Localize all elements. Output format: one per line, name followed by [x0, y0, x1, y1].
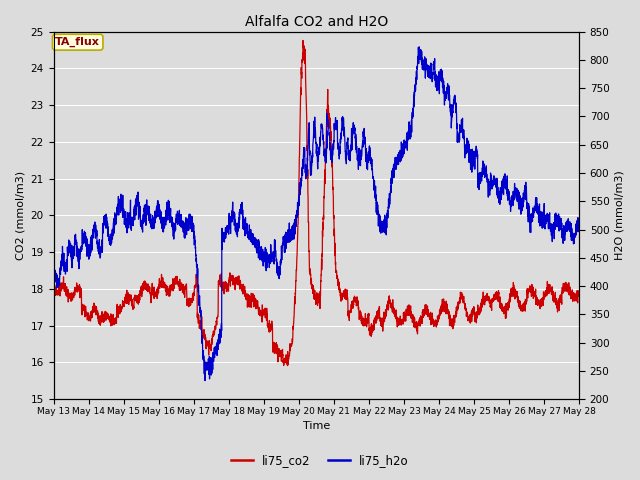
Text: TA_flux: TA_flux — [55, 37, 100, 48]
Y-axis label: H2O (mmol/m3): H2O (mmol/m3) — [615, 170, 625, 260]
Y-axis label: CO2 (mmol/m3): CO2 (mmol/m3) — [15, 171, 25, 260]
X-axis label: Time: Time — [303, 421, 330, 432]
Title: Alfalfa CO2 and H2O: Alfalfa CO2 and H2O — [244, 15, 388, 29]
Legend: li75_co2, li75_h2o: li75_co2, li75_h2o — [227, 449, 413, 472]
